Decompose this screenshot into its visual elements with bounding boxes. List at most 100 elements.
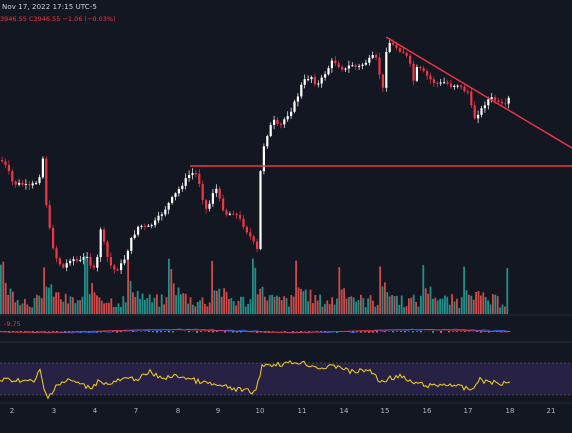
volume-bar	[132, 292, 134, 314]
macd-histogram-bar	[212, 331, 214, 333]
volume-bar	[340, 289, 343, 314]
macd-histogram-bar	[116, 331, 118, 333]
volume-bar	[172, 283, 175, 314]
macd-histogram-bar	[412, 331, 414, 333]
volume-bar	[264, 296, 266, 314]
volume-bar	[501, 304, 504, 314]
volume-bar	[386, 292, 389, 314]
macd-histogram-bar	[376, 331, 378, 333]
volume-bar	[300, 288, 302, 314]
volume-bar	[84, 256, 86, 314]
x-tick-label: 17	[464, 407, 473, 415]
x-tick-label: 21	[547, 407, 556, 415]
volume-bar	[338, 267, 341, 314]
candle-body	[75, 259, 78, 261]
volume-bar	[448, 304, 451, 314]
candle-body	[171, 196, 174, 204]
macd-histogram-bar	[384, 331, 386, 333]
candle-body	[164, 209, 167, 215]
candle-body	[106, 241, 109, 257]
candle-body	[494, 97, 497, 101]
volume-bar	[304, 289, 307, 314]
macd-histogram-bar	[392, 331, 394, 333]
macd-histogram-bar	[284, 331, 286, 333]
volume-bar	[0, 264, 2, 314]
candle-body	[194, 173, 197, 175]
candle-body	[364, 62, 367, 65]
candle-body	[82, 257, 85, 260]
volume-bar	[199, 300, 201, 314]
macd-histogram-bar	[156, 331, 158, 333]
volume-bar	[458, 307, 461, 314]
volume-bar	[470, 295, 473, 314]
macd-histogram-bar	[360, 331, 362, 333]
volume-bar	[384, 282, 386, 314]
candle-body	[507, 97, 510, 104]
candle-body	[147, 225, 150, 227]
macd-histogram-bar	[468, 331, 470, 332]
volume-bar	[396, 295, 398, 314]
macd-histogram-bar	[464, 331, 466, 332]
volume-bar	[146, 298, 149, 314]
candle-body	[154, 220, 157, 226]
candle-body	[225, 210, 228, 215]
volume-bar	[506, 268, 509, 314]
candle-body	[266, 136, 269, 147]
candle-body	[239, 215, 242, 219]
volume-bar	[182, 293, 185, 314]
volume-bar	[69, 296, 72, 314]
macd-histogram-bar	[200, 331, 202, 332]
volume-bar	[261, 286, 264, 314]
volume-bar	[235, 305, 237, 314]
volume-bar	[26, 304, 29, 314]
volume-bar	[247, 304, 249, 314]
candle-body	[324, 74, 327, 78]
volume-bar	[127, 260, 129, 314]
volume-bar	[436, 300, 439, 314]
candle-body	[198, 173, 201, 185]
candle-body	[320, 77, 323, 84]
volume-bar	[367, 298, 369, 314]
macd-histogram-bar	[448, 331, 450, 333]
candle-body	[45, 158, 48, 206]
volume-bar	[307, 301, 309, 314]
candle-body	[378, 57, 381, 75]
volume-bar	[489, 304, 492, 314]
macd-histogram-bar	[404, 331, 406, 333]
volume-bar	[285, 298, 288, 314]
volume-bar	[400, 295, 403, 314]
candle-body	[28, 184, 31, 186]
price-pane	[1, 36, 572, 274]
candle-body	[286, 116, 289, 120]
volume-bar	[201, 297, 204, 314]
candle-body	[58, 258, 61, 265]
oscillator-line	[0, 360, 511, 400]
macd-histogram-bar	[488, 331, 490, 333]
candle-body	[72, 259, 75, 262]
volume-bar	[499, 307, 501, 314]
candle-body	[252, 236, 255, 242]
candle-body	[351, 65, 354, 67]
candle-body	[24, 184, 27, 186]
candle-body	[35, 182, 38, 184]
volume-bar	[292, 296, 295, 314]
candle-body	[439, 82, 442, 84]
volume-bar	[314, 295, 317, 314]
macd-histogram-bar	[216, 331, 218, 332]
volume-bar	[45, 286, 48, 314]
candle-body	[477, 114, 480, 119]
volume-bar	[76, 300, 79, 314]
macd-histogram-bar	[420, 331, 422, 333]
volume-bar	[141, 293, 144, 314]
volume-bar	[422, 265, 425, 314]
volume-bar	[208, 302, 211, 314]
macd-histogram-bar	[56, 331, 58, 333]
volume-bar	[444, 295, 446, 314]
candle-body	[483, 105, 486, 109]
volume-bar	[398, 304, 401, 314]
volume-bar	[492, 294, 494, 314]
volume-bar	[57, 292, 60, 314]
volume-bar	[429, 286, 432, 314]
volume-bar	[88, 294, 91, 314]
